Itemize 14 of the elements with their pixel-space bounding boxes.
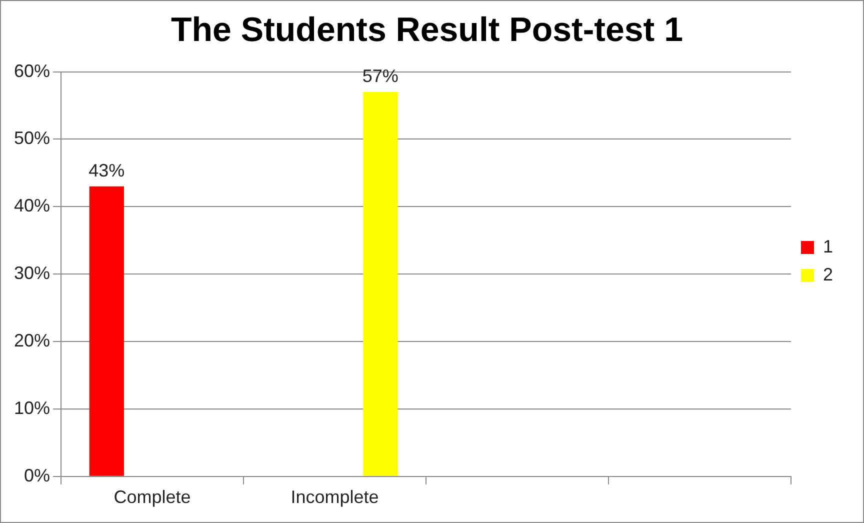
data-label: 43%: [88, 160, 125, 180]
y-tick-label: 30%: [14, 263, 50, 284]
y-tick-label: 0%: [24, 465, 50, 486]
legend-label: 2: [822, 264, 834, 284]
legend-label: 1: [822, 236, 834, 256]
y-tick-label: 20%: [14, 330, 50, 350]
y-tick-label: 10%: [14, 398, 50, 418]
data-label: 57%: [362, 66, 398, 86]
x-tick-label: Incomplete: [290, 487, 379, 508]
y-tick-label: 40%: [14, 196, 50, 216]
y-tick-label: 50%: [14, 128, 50, 148]
chart-title: The Students Result Post-test 1: [171, 10, 683, 49]
y-tick-label: 60%: [14, 60, 50, 81]
x-tick-label: Complete: [114, 487, 191, 508]
